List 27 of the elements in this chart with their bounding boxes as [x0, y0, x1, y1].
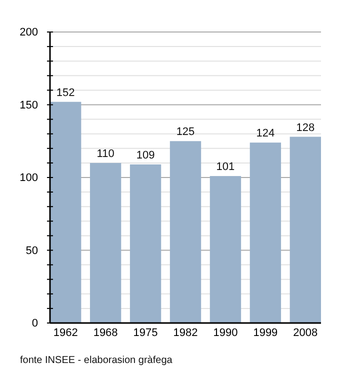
x-tick-label: 1968: [93, 326, 118, 339]
bar: [250, 142, 282, 323]
data-label: 128: [296, 122, 315, 134]
data-label: 109: [136, 149, 155, 162]
data-label: 110: [96, 148, 114, 160]
bar: [130, 164, 162, 323]
data-label: 125: [176, 126, 195, 138]
y-tick-label: 100: [20, 172, 38, 184]
y-tick-label: 50: [26, 244, 38, 257]
y-tick-label: 200: [20, 26, 38, 39]
data-label: 101: [216, 161, 235, 174]
bar: [210, 176, 242, 323]
x-tick-label: 1962: [53, 326, 78, 339]
bar: [50, 102, 82, 323]
x-tick-label: 1990: [213, 326, 238, 339]
y-tick-label: 150: [20, 99, 38, 112]
source-note: fonte INSEE - elaborasion gràfega: [20, 355, 173, 366]
y-tick-label: 0: [32, 318, 38, 330]
x-tick-label: 1999: [253, 326, 278, 339]
bar: [290, 136, 321, 323]
data-label: 124: [256, 128, 275, 140]
bar: [90, 162, 122, 323]
x-tick-label: 1982: [173, 326, 198, 339]
data-label: 152: [56, 86, 75, 99]
bar: [170, 141, 202, 323]
x-tick-label: 1975: [133, 326, 158, 339]
x-tick-label: 2008: [293, 326, 318, 339]
